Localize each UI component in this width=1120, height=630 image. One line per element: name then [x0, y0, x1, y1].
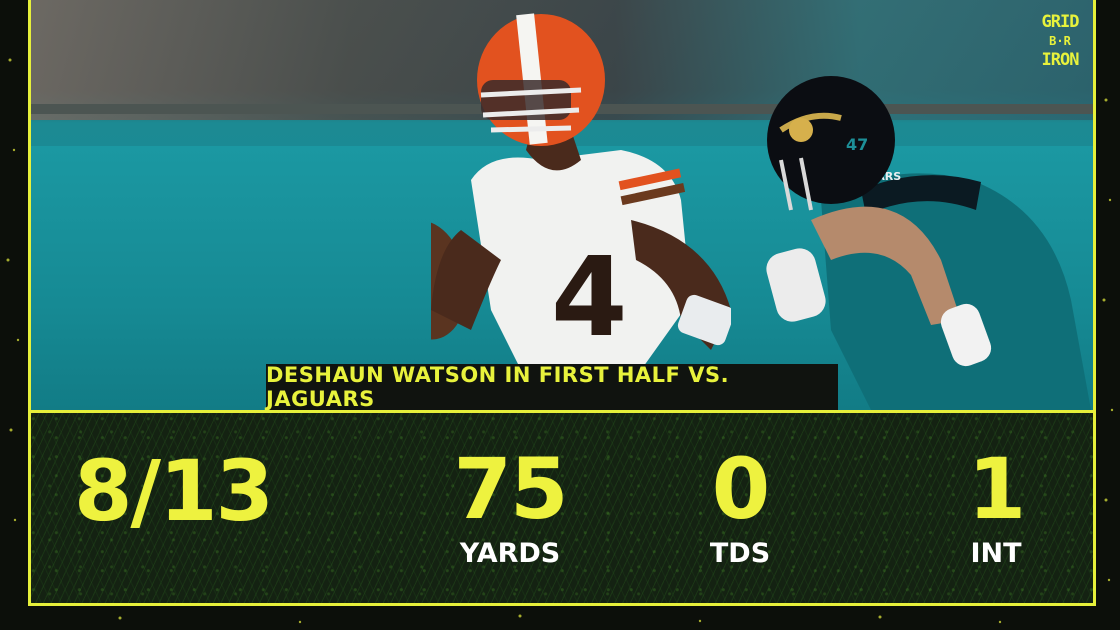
stat-completions: 8/13	[53, 449, 293, 533]
caption-text: DESHAUN WATSON IN FIRST HALF VS. JAGUARS	[266, 363, 730, 411]
stat-value: 0	[711, 440, 770, 538]
stat-label: INT	[970, 538, 1022, 569]
defender-figure: JAGUARS 47	[766, 76, 1091, 410]
stat-interceptions: 1 INT	[951, 447, 1041, 569]
stat-value: 75	[453, 440, 569, 538]
helmet-number: 47	[846, 135, 868, 154]
logo-line-iron: IRON	[1041, 50, 1080, 70]
logo-line-br: B·R	[1049, 34, 1071, 48]
jersey-number: 4	[551, 233, 628, 361]
stat-value: 1	[967, 440, 1026, 538]
stat-label: YARDS	[459, 538, 561, 569]
stat-label: TDS	[709, 538, 771, 569]
stats-panel: 8/13 75 YARDS 0 TDS 1 INT	[28, 410, 1096, 606]
caption-bar: DESHAUN WATSON IN FIRST HALF VS. JAGUARS	[266, 363, 838, 411]
stat-touchdowns: 0 TDS	[695, 447, 785, 569]
quarterback-figure: 4	[431, 13, 731, 370]
game-photo: 4 JAGUARS 47	[31, 0, 1093, 410]
logo-line-grid: GRID	[1041, 12, 1080, 32]
stat-yards: 75 YARDS	[435, 447, 585, 569]
gridiron-logo: GRID B·R IRON	[1032, 12, 1088, 78]
stat-value: 8/13	[73, 442, 274, 540]
